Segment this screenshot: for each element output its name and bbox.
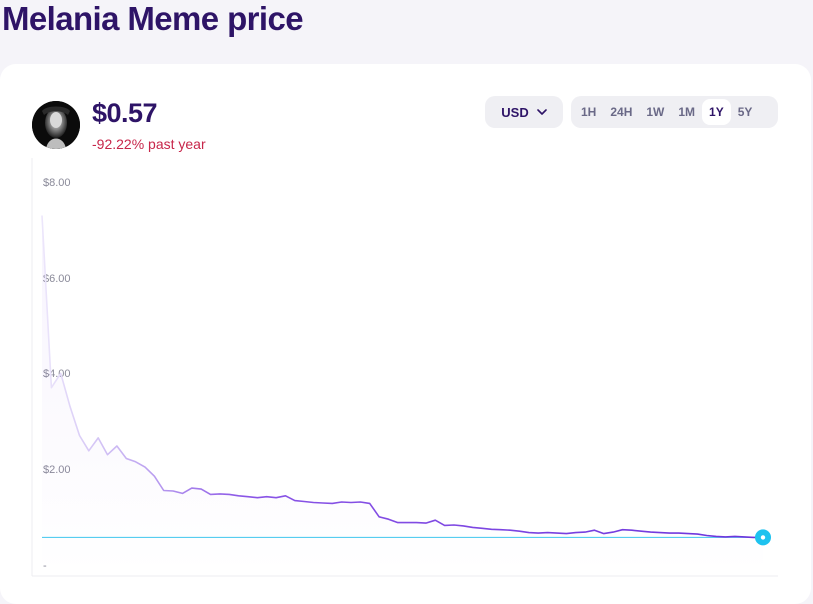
price-chart[interactable]: $8.00$6.00$4.00$2.00- — [0, 0, 813, 589]
currency-label: USD — [501, 104, 529, 120]
time-range-selector: 1H 24H 1W 1M 1Y 5Y — [571, 96, 778, 128]
token-avatar — [32, 101, 80, 149]
range-1w[interactable]: 1W — [646, 105, 665, 119]
price-line — [41, 215, 763, 539]
range-1m[interactable]: 1M — [678, 105, 696, 119]
range-1y[interactable]: 1Y — [702, 99, 731, 125]
range-5y[interactable]: 5Y — [737, 105, 753, 119]
price-area — [42, 215, 763, 576]
chevron-down-icon — [536, 109, 547, 115]
current-price-marker[interactable] — [755, 529, 771, 546]
current-price: $0.57 — [92, 98, 158, 128]
currency-selector[interactable]: USD — [485, 96, 563, 128]
y-tick-label: $6.00 — [43, 273, 71, 285]
melania-token-logo-icon — [32, 101, 80, 149]
price-change: -92.22% past year — [92, 136, 206, 152]
range-24h[interactable]: 24H — [610, 105, 633, 119]
page-title: Melania Meme price — [2, 0, 304, 37]
range-1h[interactable]: 1H — [581, 105, 597, 119]
y-tick-label: $8.00 — [43, 177, 71, 189]
